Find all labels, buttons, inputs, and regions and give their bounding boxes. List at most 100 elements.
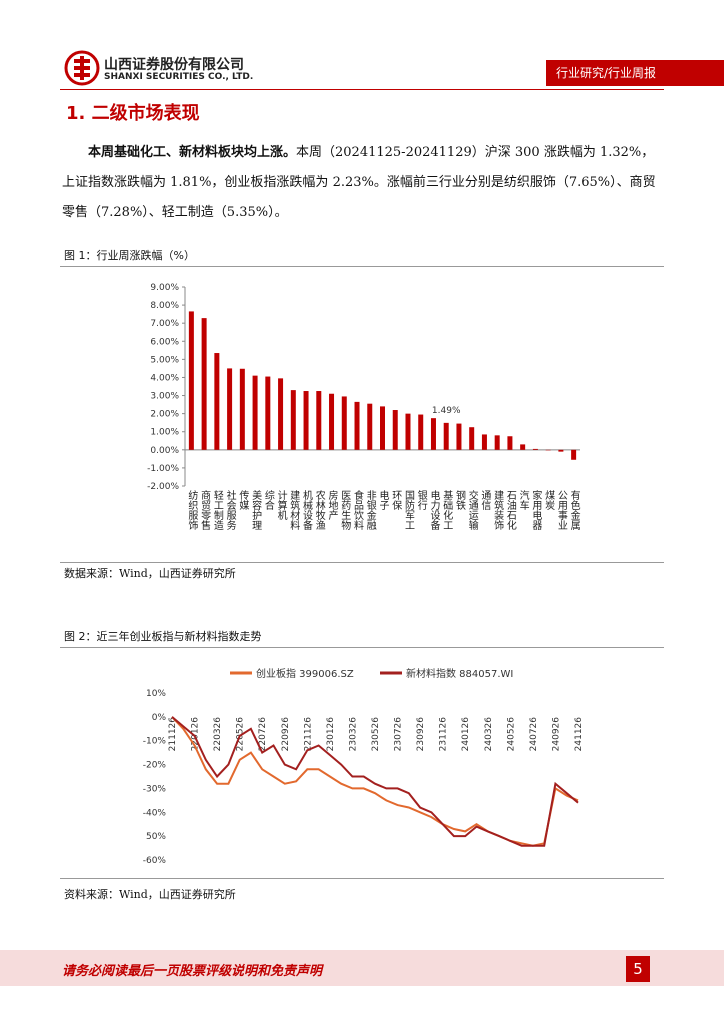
x-tick-label: 231126 — [439, 717, 449, 752]
y-tick-label: -1.00% — [147, 464, 179, 474]
rule — [60, 562, 664, 563]
y-tick-label: 50% — [146, 832, 166, 842]
disclaimer: 请务必阅读最后一页股票评级说明和免责声明 — [62, 964, 323, 979]
y-tick-label: -60% — [143, 856, 167, 866]
x-tick-label: 220326 — [213, 717, 223, 752]
footer-band — [0, 950, 724, 986]
source: 数据来源：Wind，山西证券研究所 — [64, 567, 236, 580]
y-tick-label: 5.00% — [150, 355, 179, 365]
x-tick-label: 230526 — [371, 717, 381, 752]
bar — [405, 413, 411, 450]
caption: 图 2：近三年创业板指与新材料指数走势 — [64, 630, 262, 643]
y-tick-label: 8.00% — [150, 301, 179, 311]
bar — [380, 406, 385, 450]
x-tick-label: 轻工制造 — [211, 489, 223, 530]
x-tick-label: 农林牧渔 — [313, 489, 325, 531]
y-tick-label: -2.00% — [147, 482, 179, 492]
x-tick-label: 纺织服饰 — [186, 489, 198, 531]
y-tick-label: 0% — [152, 713, 167, 723]
company-en: SHANXI SECURITIES CO., LTD. — [104, 72, 254, 82]
bar — [520, 444, 526, 450]
bar — [252, 375, 258, 450]
bar — [201, 318, 207, 450]
bar — [303, 391, 309, 450]
x-tick-label: 银行 — [415, 489, 427, 511]
lead: 本周基础化工、新材料板块均上涨。 — [88, 145, 297, 160]
x-tick-label: 煤炭 — [543, 489, 555, 511]
x-tick-label: 有色金属 — [568, 489, 580, 531]
x-tick-label: 商贸零售 — [199, 489, 211, 531]
x-tick-label: 环保 — [390, 490, 402, 511]
y-tick-label: 1.00% — [150, 428, 179, 438]
body: 本周（20241125-20241129）沪深 300 涨跌幅为 1.32%，上… — [62, 145, 656, 220]
x-tick-label: 通信 — [479, 490, 491, 511]
x-tick-label: 美容护理 — [250, 489, 262, 530]
x-tick-label: 房地产 — [326, 489, 338, 521]
x-tick-label: 220526 — [236, 717, 246, 752]
rule — [60, 647, 664, 648]
paragraph: 本周基础化工、新材料板块均上涨。本周（20241125-20241129）沪深 … — [62, 138, 664, 228]
y-tick-label: -30% — [143, 784, 167, 794]
x-tick-label: 石油石化 — [504, 490, 516, 530]
y-tick-label: -20% — [143, 761, 167, 771]
bar — [456, 423, 462, 450]
bar — [214, 353, 220, 450]
bar — [571, 449, 577, 460]
x-tick-label: 建筑材料 — [288, 489, 300, 531]
y-tick-label: 10% — [146, 689, 166, 699]
bar — [227, 368, 233, 450]
x-tick-label: 240326 — [484, 717, 494, 752]
x-tick-label: 电力设备 — [428, 489, 440, 531]
caption: 图 1：行业周涨跌幅（%） — [64, 249, 195, 262]
x-tick-label: 240926 — [551, 717, 561, 752]
x-tick-label: 电子 — [377, 489, 389, 510]
legend-label: 新材料指数 884057.WI — [406, 667, 513, 680]
x-tick-label: 家用电器 — [530, 489, 542, 531]
section-title: 1. 二级市场表现 — [66, 103, 200, 124]
y-tick-label: 3.00% — [150, 392, 179, 402]
rule — [60, 878, 664, 879]
bar — [316, 391, 322, 450]
bar — [278, 378, 284, 450]
x-tick-label: 建筑装饰 — [492, 489, 504, 531]
rule — [60, 266, 664, 267]
x-tick-label: 240726 — [529, 717, 539, 752]
x-tick-label: 非银金融 — [364, 490, 376, 531]
x-tick-label: 211126 — [168, 717, 178, 752]
y-tick-label: -10% — [143, 737, 167, 747]
bar — [558, 449, 564, 452]
y-tick-label: 6.00% — [150, 337, 179, 347]
x-tick-label: 240126 — [461, 717, 471, 752]
y-tick-label: 0.00% — [150, 446, 179, 456]
bar — [418, 414, 424, 450]
x-tick-label: 230126 — [326, 717, 336, 752]
x-tick-label: 汽车 — [517, 489, 529, 511]
y-tick-label: 2.00% — [150, 410, 179, 420]
x-tick-label: 220126 — [191, 717, 201, 752]
line-series — [171, 716, 579, 847]
bar — [354, 401, 360, 450]
bar — [367, 403, 373, 450]
bar — [532, 448, 538, 450]
x-tick-label: 计算机 — [275, 489, 287, 521]
bar — [469, 427, 475, 450]
x-tick-label: 230926 — [416, 717, 426, 752]
bar — [443, 422, 449, 450]
bar — [239, 368, 245, 450]
bar — [545, 449, 551, 451]
y-tick-label: 4.00% — [150, 373, 179, 383]
x-tick-label: 220926 — [281, 717, 291, 752]
rule — [60, 89, 664, 90]
company: 山西证券股份有限公司 — [104, 57, 244, 73]
bar — [494, 435, 500, 450]
x-tick-label: 220726 — [258, 717, 268, 752]
x-tick-label: 社会服务 — [224, 489, 236, 531]
x-tick-label: 公用事业 — [555, 490, 567, 530]
x-tick-label: 食品饮料 — [352, 489, 364, 531]
page-number: 5 — [626, 956, 650, 982]
x-tick-label: 钢铁 — [453, 489, 465, 511]
x-tick-label: 230326 — [348, 717, 358, 752]
x-tick-label: 传媒 — [237, 490, 249, 511]
bar — [188, 311, 194, 450]
